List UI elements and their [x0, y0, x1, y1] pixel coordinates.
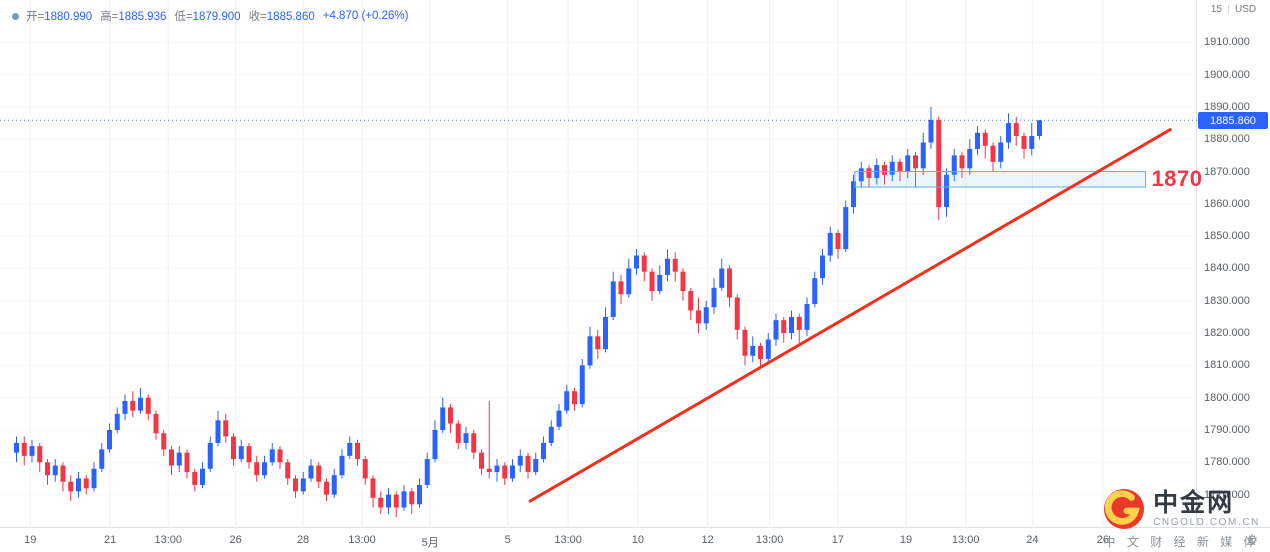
y-axis-label: 1890.000	[1204, 100, 1250, 113]
x-axis-label: 19	[24, 534, 37, 546]
y-axis-label: 1900.000	[1204, 68, 1250, 81]
ohlc-close: 收=1885.860	[249, 8, 315, 24]
change-value: +4.870 (+0.26%)	[322, 10, 409, 22]
y-axis-label: 1840.000	[1204, 262, 1250, 275]
axis-corner	[1197, 528, 1270, 552]
y-axis-label: 1860.000	[1204, 197, 1250, 210]
ohlc-high: 高=1885.936	[100, 8, 166, 24]
x-axis-label: 19	[899, 534, 913, 546]
y-axis-label: 1810.000	[1204, 359, 1250, 372]
chart-plot-area[interactable]: 开=1880.990 高=1885.936 低=1879.900 收=1885.…	[0, 0, 1202, 528]
divider	[1228, 5, 1229, 14]
ohlc-low: 低=1879.900	[174, 8, 240, 24]
y-axis-label: 1830.000	[1204, 294, 1250, 307]
y-axis-label: 1910.000	[1204, 36, 1250, 49]
open-value: 1880.990	[44, 11, 93, 23]
cngold-logo-icon	[1104, 488, 1145, 530]
close-label: 收=	[248, 11, 267, 23]
ohlc-open: 开=1880.990	[26, 8, 92, 24]
y-axis-label: 1790.000	[1204, 424, 1250, 436]
time-axis[interactable]: 19 21 13:00 26 28 13:00 5月 5 13:00 10 12 13:00 17 19 1…	[0, 528, 1197, 552]
high-value: 1885.936	[118, 11, 167, 23]
watermark-title: 中金网	[1153, 488, 1235, 517]
x-axis-label: 28	[296, 534, 310, 546]
high-label: 高=	[100, 11, 119, 23]
ohlc-legend: 开=1880.990 高=1885.936 低=1879.900 收=1885.…	[12, 8, 408, 24]
y-axis-label: 1800.000	[1204, 391, 1250, 404]
watermark-domain: CNGOLD.COM.CN	[1153, 517, 1260, 529]
x-axis-label: 13:00	[554, 534, 582, 546]
x-axis-label: 17	[831, 534, 844, 546]
watermark: 中金网 CNGOLD.COM.CN 中 文 财 经 新 媒 体	[1103, 488, 1260, 550]
x-axis-label: 12	[701, 534, 714, 546]
currency-label[interactable]: USD	[1235, 4, 1257, 15]
price-axis[interactable]: 15 USD 1910.000 1900.000 1890.000 1880.000 1…	[1197, 0, 1270, 528]
y-axis-label: 1770.000	[1204, 488, 1250, 501]
low-value: 1879.900	[192, 11, 241, 23]
price-zone[interactable]	[854, 171, 1146, 188]
y-axis-label: 1780.000	[1204, 456, 1250, 469]
series-marker-icon[interactable]	[12, 12, 19, 20]
y-axis-label: 1820.000	[1204, 327, 1250, 340]
x-axis-label: 5	[504, 534, 511, 546]
x-axis-label: 10	[631, 534, 644, 546]
axis-header: 15 USD	[1197, 4, 1270, 15]
zone-price-label[interactable]: 1870	[1151, 166, 1203, 192]
trend-line[interactable]	[528, 128, 1172, 503]
candles-layer	[14, 106, 1042, 518]
x-axis-label: 26	[1096, 534, 1109, 546]
x-axis-label: 13:00	[154, 534, 182, 546]
x-axis-label: 5月	[421, 537, 439, 549]
x-axis-label: 24	[1026, 534, 1039, 546]
x-axis-label: 13:00	[348, 534, 376, 546]
y-axis-label: 1870.000	[1204, 165, 1250, 178]
x-axis-label: 21	[103, 534, 117, 546]
interval-label[interactable]: 15	[1210, 4, 1222, 15]
low-label: 低=	[174, 11, 193, 23]
x-axis-label: 13:00	[951, 534, 980, 546]
open-label: 开=	[26, 11, 45, 23]
x-axis-label: 13:00	[755, 534, 784, 546]
candlestick-chart[interactable]	[0, 0, 1197, 528]
x-axis-label: 26	[229, 534, 242, 546]
y-axis-label: 1880.000	[1204, 133, 1250, 146]
last-price-badge: 1885.860	[1198, 112, 1268, 130]
watermark-tagline: 中 文 财 经 新 媒 体	[1103, 535, 1260, 549]
close-value: 1885.860	[266, 11, 315, 23]
y-axis-label: 1850.000	[1204, 230, 1250, 243]
